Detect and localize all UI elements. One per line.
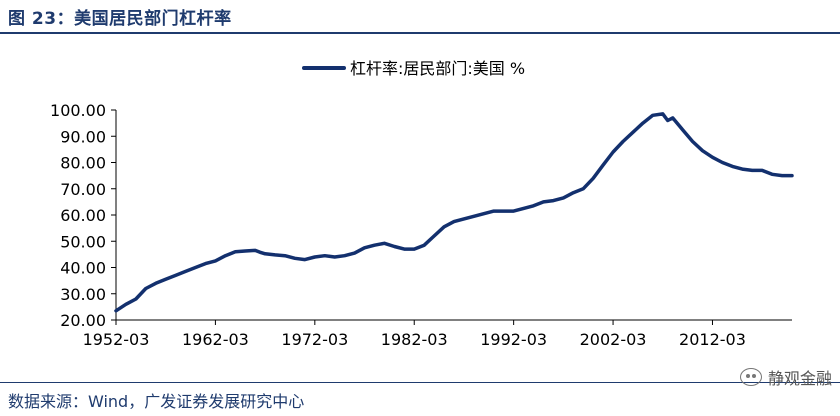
x-tick-label: 1962-03 [182, 330, 249, 349]
y-tick-label: 60.00 [60, 206, 106, 225]
source-note: 数据来源：Wind，广发证券发展研究中心 [8, 392, 305, 411]
line-chart: 杠杆率:居民部门:美国 % 20.00 30.00 40.00 50.00 60.00 7… [50, 59, 794, 349]
y-tick-label: 30.00 [60, 285, 106, 304]
series-line-household-leverage [114, 112, 794, 313]
y-tick-label: 20.00 [60, 311, 106, 330]
x-tick-label: 2012-03 [679, 330, 746, 349]
x-axis: 1952-03 1962-03 1972-03 1982-03 1992-03 2002-… [83, 319, 792, 349]
legend-label: 杠杆率:居民部门:美国 % [350, 59, 525, 78]
title-rule [0, 32, 840, 34]
y-tick-label: 80.00 [60, 154, 106, 173]
wechat-icon [739, 368, 762, 386]
x-tick-label: 1982-03 [381, 330, 448, 349]
watermark: 静观金融 [739, 365, 832, 389]
y-tick-label: 40.00 [60, 259, 106, 278]
bottom-rule [0, 382, 840, 383]
figure-title: 图 23：美国居民部门杠杆率 [8, 9, 232, 29]
y-axis: 20.00 30.00 40.00 50.00 60.00 70.00 80.00 90.00… [50, 101, 117, 330]
watermark-text: 静观金融 [767, 369, 832, 388]
y-tick-label: 100.00 [50, 101, 106, 120]
y-tick-label: 50.00 [60, 232, 106, 251]
y-tick-label: 70.00 [60, 180, 106, 199]
x-tick-label: 1952-03 [83, 330, 150, 349]
x-tick-label: 1972-03 [281, 330, 348, 349]
x-tick-label: 2002-03 [580, 330, 647, 349]
x-tick-label: 1992-03 [480, 330, 547, 349]
legend: 杠杆率:居民部门:美国 % [302, 59, 525, 78]
y-tick-label: 90.00 [60, 127, 106, 146]
